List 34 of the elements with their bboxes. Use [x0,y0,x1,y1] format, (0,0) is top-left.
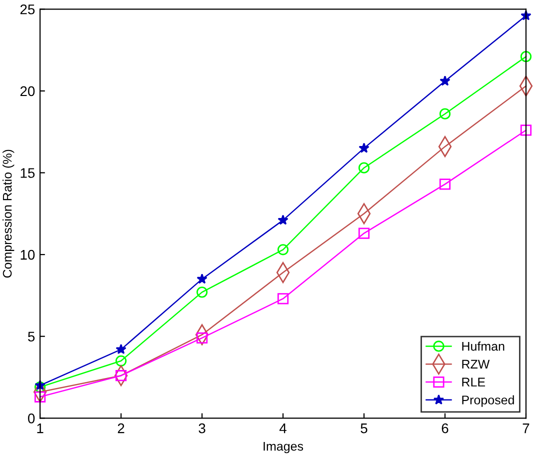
point [358,162,370,174]
point [440,76,450,86]
legend-label: RLE [462,378,486,386]
x-tick-label: 6 [442,423,448,434]
x-tick-label: 7 [522,424,530,434]
point [439,108,451,120]
point [358,228,370,239]
x-tick-label: 3 [198,423,206,434]
point [439,178,451,190]
point [277,244,289,256]
y-tick-label: 20 [20,86,35,96]
x-tick-label: 4 [279,424,286,434]
legend-label: Hufman [462,342,504,351]
point [520,51,532,62]
point [116,344,126,354]
legend-label: RZW [462,360,490,369]
x-tick-label: 5 [360,424,368,434]
y-tick-label: 15 [20,168,35,178]
point [115,355,127,366]
x-tick-label: 1 [37,424,44,434]
point [196,274,208,284]
y-tick-label: 5 [28,332,35,342]
x-axis-title: Images [264,442,304,454]
point [278,214,288,225]
x-tick-label: 2 [118,423,124,434]
point [358,142,370,153]
y-tick-label: 0 [28,413,35,424]
y-axis-title: Compression Ratio (%) [2,150,14,278]
y-tick-label: 25 [20,4,35,14]
point [520,124,532,136]
legend-label: Proposed [462,395,514,407]
y-tick-label: 10 [20,250,35,260]
point [196,286,208,298]
point [277,293,289,304]
